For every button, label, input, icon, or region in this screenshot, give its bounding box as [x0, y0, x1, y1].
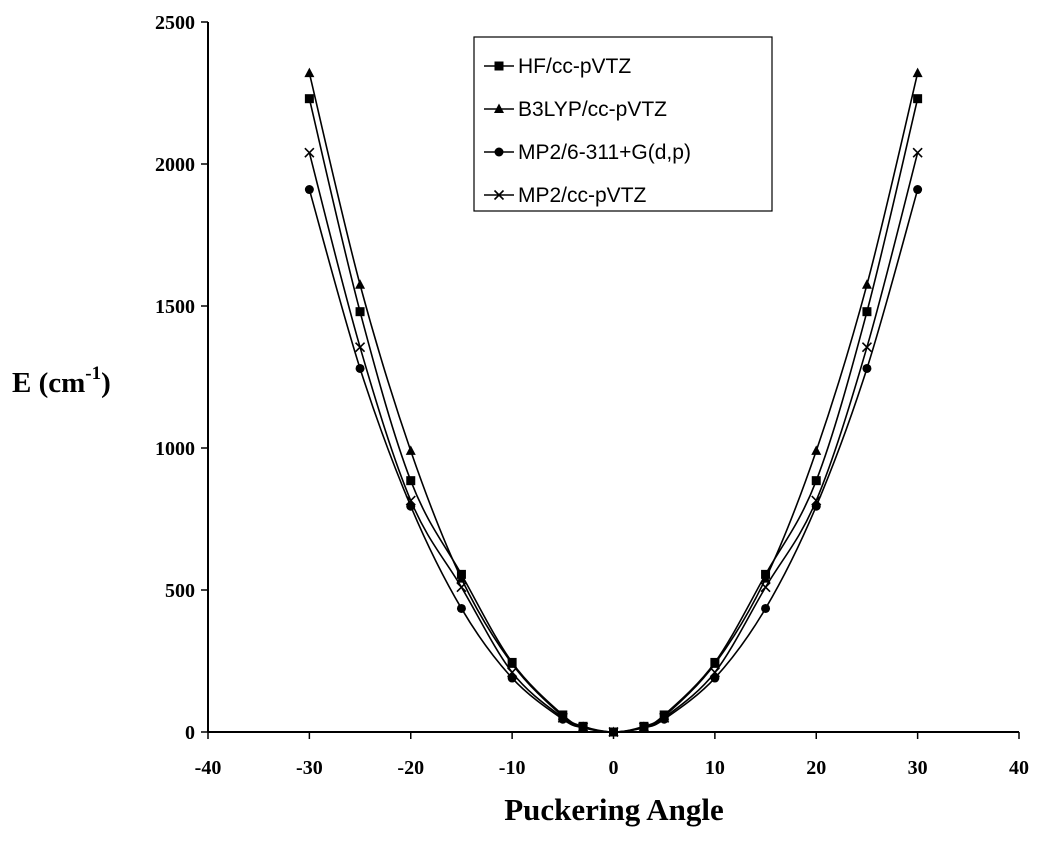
data-point-x: [760, 582, 771, 593]
data-point-x: [861, 342, 873, 353]
data-point-x: [709, 667, 720, 678]
data-point-triangle: [861, 279, 872, 289]
data-point-square: [355, 307, 365, 317]
legend-marker-circle: [494, 147, 504, 157]
data-point-triangle: [811, 445, 822, 455]
y-tick-label: 1000: [155, 438, 195, 460]
x-tick-label: 20: [806, 757, 826, 779]
y-tick-label: 2500: [155, 12, 195, 34]
series-line: [308, 189, 919, 733]
data-point-x: [304, 147, 315, 158]
data-point-circle: [355, 363, 365, 373]
series-line: [308, 152, 919, 733]
legend-label: HF/cc-pVTZ: [518, 55, 631, 78]
y-axis-label: E (cm-1): [12, 363, 111, 399]
data-point-triangle: [912, 67, 923, 78]
series-circle: [304, 185, 923, 737]
data-point-triangle: [304, 67, 315, 78]
x-tick-label: 40: [1009, 757, 1029, 779]
data-point-x: [811, 495, 822, 506]
legend-label: MP2/cc-pVTZ: [518, 184, 647, 207]
x-axis-label: Puckering Angle: [504, 792, 724, 827]
data-point-square: [811, 476, 821, 486]
data-point-circle: [456, 603, 466, 613]
data-point-square: [304, 94, 314, 104]
data-point-circle: [304, 185, 314, 195]
data-point-square: [913, 94, 923, 104]
data-point-circle: [913, 185, 923, 195]
x-tick-label: -10: [499, 757, 526, 779]
legend: HF/cc-pVTZ B3LYP/cc-pVTZ MP2/6-311+G(d,p) M…: [473, 36, 773, 212]
x-tick-label: -30: [296, 757, 323, 779]
data-point-x: [608, 726, 619, 738]
y-axis-label-close: ): [101, 367, 111, 399]
series-x: [304, 147, 923, 738]
x-tick-label: -40: [195, 757, 222, 779]
data-point-triangle: [760, 573, 771, 583]
data-point-x: [912, 147, 923, 158]
legend-entry: MP2/6-311+G(d,p): [484, 141, 691, 164]
legend-marker-square: [494, 61, 504, 71]
data-point-x: [507, 667, 518, 678]
data-point-triangle: [355, 279, 366, 289]
data-point-x: [557, 712, 568, 723]
legend-entry: MP2/cc-pVTZ: [484, 184, 647, 207]
ticks: -40 -30 -20 -10 0 10 20 30 40 0 500 1000 1500 2000 250…: [155, 12, 1029, 779]
legend-entry: B3LYP/cc-pVTZ: [484, 98, 667, 121]
x-tick-label: -20: [397, 757, 424, 779]
data-point-circle: [761, 603, 771, 613]
data-point-x: [578, 722, 589, 733]
y-tick-label: 2000: [155, 154, 195, 176]
data-point-triangle: [405, 445, 416, 455]
x-tick-label: 30: [908, 757, 928, 779]
data-point-x: [659, 712, 670, 723]
legend-label: MP2/6-311+G(d,p): [518, 141, 691, 164]
legend-box: [473, 36, 773, 212]
y-axis-label-superscript: -1: [85, 363, 101, 384]
data-point-square: [406, 476, 416, 486]
y-axis-label-main: E (cm: [12, 367, 85, 399]
data-point-triangle: [507, 658, 518, 668]
legend-entry: HF/cc-pVTZ: [484, 55, 631, 78]
data-point-x: [405, 495, 416, 506]
data-point-x: [456, 582, 467, 593]
data-point-x: [638, 722, 649, 733]
legend-marker-x: [493, 189, 505, 201]
data-point-square: [862, 307, 872, 317]
series-layer: [304, 67, 923, 738]
data-point-circle: [862, 363, 872, 373]
x-tick-label: 10: [705, 757, 725, 779]
data-point-triangle: [456, 573, 467, 583]
data-point-triangle: [709, 658, 720, 668]
y-tick-label: 500: [165, 580, 195, 602]
legend-label: B3LYP/cc-pVTZ: [518, 98, 667, 121]
y-tick-label: 1500: [155, 296, 195, 318]
y-tick-label: 0: [185, 722, 195, 744]
data-point-x: [354, 342, 366, 353]
x-tick-label: 0: [609, 757, 619, 779]
legend-marker-triangle: [494, 103, 504, 113]
